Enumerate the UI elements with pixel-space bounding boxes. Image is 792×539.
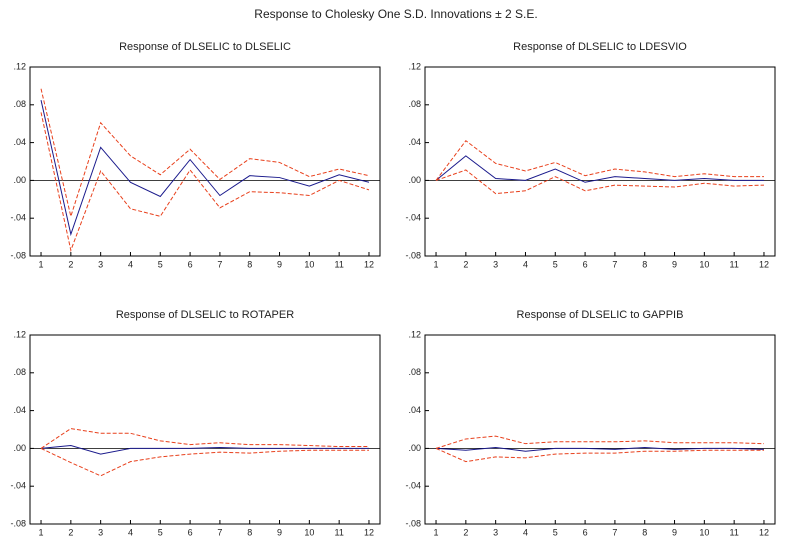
x-tick-label: 9 xyxy=(277,259,282,269)
y-tick-label: -.04 xyxy=(405,213,421,223)
x-tick-label: 8 xyxy=(247,527,252,537)
x-tick-label: 1 xyxy=(434,527,439,537)
x-tick-label: 7 xyxy=(612,259,617,269)
y-tick-label: .04 xyxy=(408,137,421,147)
x-tick-label: 10 xyxy=(699,527,709,537)
y-tick-label: -.08 xyxy=(10,518,26,528)
x-tick-label: 1 xyxy=(39,259,44,269)
x-tick-label: 8 xyxy=(247,259,252,269)
y-tick-label: .08 xyxy=(13,99,26,109)
response-line xyxy=(40,445,369,455)
x-tick-label: 6 xyxy=(188,259,193,269)
y-tick-label: .12 xyxy=(13,61,26,71)
y-tick-label: -.08 xyxy=(405,518,421,528)
plot-frame xyxy=(424,334,776,525)
y-tick-label: .04 xyxy=(13,137,26,147)
confidence-band-line xyxy=(40,428,369,449)
x-tick-label: 9 xyxy=(277,527,282,537)
x-tick-label: 10 xyxy=(699,259,709,269)
x-tick-label: 12 xyxy=(364,259,374,269)
x-tick-label: 9 xyxy=(672,527,677,537)
x-tick-label: 12 xyxy=(759,527,769,537)
x-tick-label: 4 xyxy=(128,527,133,537)
x-tick-label: 2 xyxy=(463,259,468,269)
x-tick-label: 7 xyxy=(217,259,222,269)
y-tick-label: .00 xyxy=(408,443,421,453)
plot-frame xyxy=(424,66,776,257)
x-tick-label: 3 xyxy=(493,527,498,537)
y-tick-label: .08 xyxy=(13,367,26,377)
x-tick-label: 11 xyxy=(729,259,738,269)
confidence-band-line xyxy=(40,88,370,219)
confidence-band-line xyxy=(435,435,764,449)
x-tick-label: 6 xyxy=(583,259,588,269)
y-tick-label: .12 xyxy=(13,329,26,339)
x-tick-label: 2 xyxy=(463,527,468,537)
plot-frame xyxy=(29,66,381,257)
x-tick-label: 2 xyxy=(68,259,73,269)
x-tick-label: 4 xyxy=(523,259,528,269)
y-tick-label: -.04 xyxy=(10,213,26,223)
x-tick-label: 4 xyxy=(128,259,133,269)
y-tick-label: .04 xyxy=(13,405,26,415)
x-tick-label: 1 xyxy=(434,259,439,269)
x-tick-label: 6 xyxy=(188,527,193,537)
confidence-band-line xyxy=(40,112,370,253)
x-tick-label: 5 xyxy=(158,527,163,537)
y-tick-label: .04 xyxy=(408,405,421,415)
response-line xyxy=(435,446,764,452)
x-tick-label: 6 xyxy=(583,527,588,537)
x-tick-label: 2 xyxy=(68,527,73,537)
x-tick-label: 10 xyxy=(304,259,314,269)
y-tick-label: .08 xyxy=(408,99,421,109)
x-tick-label: 11 xyxy=(729,527,738,537)
x-tick-label: 7 xyxy=(612,527,617,537)
x-tick-label: 3 xyxy=(98,259,103,269)
x-tick-label: 5 xyxy=(158,259,163,269)
figure-title: Response to Cholesky One S.D. Innovation… xyxy=(254,7,537,21)
x-tick-label: 8 xyxy=(642,527,647,537)
y-tick-label: .08 xyxy=(408,367,421,377)
y-tick-label: .00 xyxy=(408,175,421,185)
x-tick-label: 12 xyxy=(364,527,374,537)
x-tick-label: 1 xyxy=(39,527,44,537)
confidence-band-line xyxy=(435,169,764,195)
y-tick-label: .12 xyxy=(408,329,421,339)
subplot-title: Response of DLSELIC to GAPPIB xyxy=(517,309,684,321)
x-tick-label: 3 xyxy=(98,527,103,537)
x-tick-label: 7 xyxy=(217,527,222,537)
y-tick-label: -.08 xyxy=(405,250,421,260)
response-line xyxy=(435,155,764,183)
x-tick-label: 11 xyxy=(334,259,343,269)
confidence-band-line xyxy=(40,447,369,477)
x-tick-label: 10 xyxy=(304,527,314,537)
y-tick-label: .12 xyxy=(408,61,421,71)
y-tick-label: -.04 xyxy=(405,481,421,491)
subplot-title: Response of DLSELIC to DLSELIC xyxy=(119,41,291,53)
x-tick-label: 5 xyxy=(553,259,558,269)
y-tick-label: .00 xyxy=(13,175,26,185)
y-tick-label: -.08 xyxy=(10,250,26,260)
x-tick-label: 11 xyxy=(334,527,343,537)
subplot-title: Response of DLSELIC to LDESVIO xyxy=(513,41,687,53)
confidence-band-line xyxy=(435,447,764,463)
x-tick-label: 9 xyxy=(672,259,677,269)
x-tick-label: 4 xyxy=(523,527,528,537)
subplot-title: Response of DLSELIC to ROTAPER xyxy=(116,309,294,321)
y-tick-label: .00 xyxy=(13,443,26,453)
x-tick-label: 8 xyxy=(642,259,647,269)
x-tick-label: 5 xyxy=(553,527,558,537)
x-tick-label: 12 xyxy=(759,259,769,269)
response-line xyxy=(40,99,370,237)
confidence-band-line xyxy=(435,140,764,181)
y-tick-label: -.04 xyxy=(10,481,26,491)
x-tick-label: 3 xyxy=(493,259,498,269)
plot-frame xyxy=(29,334,381,525)
